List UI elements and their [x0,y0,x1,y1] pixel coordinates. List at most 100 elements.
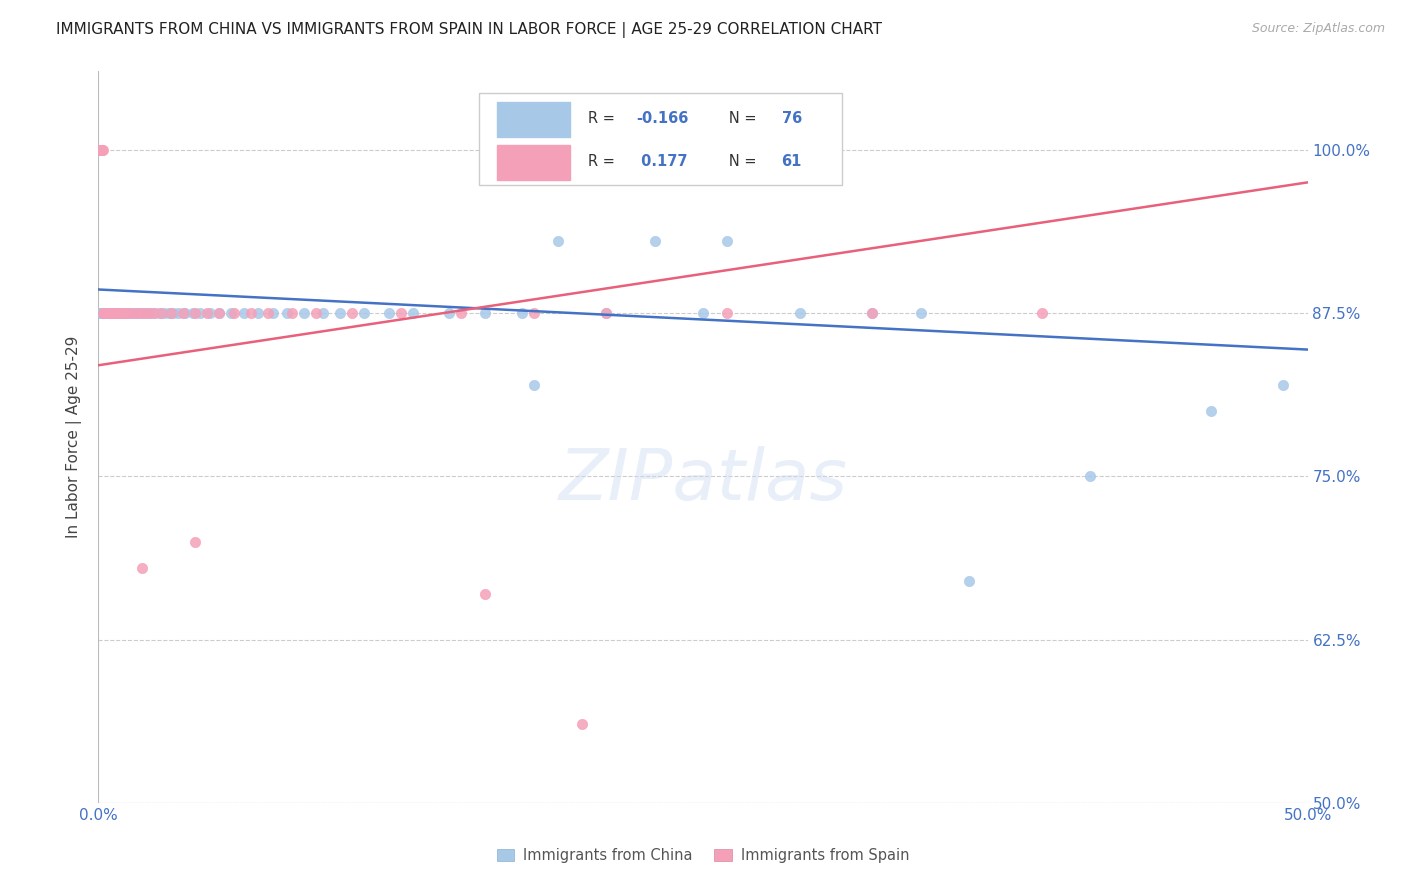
Point [143,306,166,320]
Point [96,306,118,320]
Point [389,306,412,320]
FancyBboxPatch shape [498,145,569,180]
Point [108,306,131,320]
Point [134,306,156,320]
Point [256,306,278,320]
Text: R =: R = [588,112,620,127]
Text: N =: N = [716,154,761,169]
Point [474,306,496,320]
Point [91,306,114,320]
Point [98,306,121,320]
Text: Source: ZipAtlas.com: Source: ZipAtlas.com [1251,22,1385,36]
Point [94,306,117,320]
Point [860,306,883,320]
Point [595,306,617,320]
Point [100,306,122,320]
Point [131,560,153,574]
Legend: Immigrants from China, Immigrants from Spain: Immigrants from China, Immigrants from S… [491,842,915,869]
Point [437,306,460,320]
Point [89,143,111,157]
FancyBboxPatch shape [498,102,569,137]
Point [90,143,112,157]
Point [402,306,425,320]
Point [89,143,111,157]
Point [450,306,472,320]
Text: N =: N = [716,112,761,127]
Point [96,306,118,320]
Point [134,306,156,320]
Point [89,143,111,157]
Point [100,306,122,320]
Point [377,306,399,320]
Point [89,143,111,157]
Point [188,306,211,320]
Point [96,306,118,320]
Text: ZIPatlas: ZIPatlas [558,447,848,516]
Point [103,306,125,320]
Point [94,306,117,320]
Point [91,306,114,320]
Point [104,306,127,320]
Point [571,717,593,731]
Point [595,306,617,320]
Point [128,306,150,320]
Point [510,306,533,320]
Point [125,306,148,320]
Text: R =: R = [588,154,620,169]
Text: -0.166: -0.166 [637,112,689,127]
Point [100,306,122,320]
Point [108,306,131,320]
Point [114,306,136,320]
Point [121,306,143,320]
Point [90,306,112,320]
Point [305,306,328,320]
Point [89,143,111,157]
Point [93,306,115,320]
Point [97,306,120,320]
Point [167,306,190,320]
Point [111,306,134,320]
Point [692,306,714,320]
Point [100,306,122,320]
Point [195,306,218,320]
Point [97,306,120,320]
Point [143,306,166,320]
Point [135,306,157,320]
Point [474,587,496,601]
Point [104,306,127,320]
Point [91,143,114,157]
Point [208,306,231,320]
Point [523,377,546,392]
Point [111,306,134,320]
Point [89,143,111,157]
Point [910,306,932,320]
Point [97,306,120,320]
Point [157,306,180,320]
Text: 76: 76 [782,112,801,127]
Point [789,306,811,320]
Point [98,306,121,320]
Point [105,306,128,320]
Point [162,306,184,320]
Point [312,306,335,320]
Point [222,306,245,320]
Point [716,234,738,248]
Point [644,234,666,248]
Point [232,306,254,320]
Point [118,306,141,320]
Text: 61: 61 [782,154,801,169]
Point [91,306,114,320]
Point [860,306,883,320]
Point [208,306,231,320]
Point [148,306,170,320]
Point [262,306,284,320]
Point [353,306,375,320]
Point [107,306,129,320]
Point [94,306,117,320]
Point [91,306,114,320]
Point [172,306,194,320]
Point [184,534,207,549]
Point [1199,404,1222,418]
Point [118,306,141,320]
Point [117,306,139,320]
